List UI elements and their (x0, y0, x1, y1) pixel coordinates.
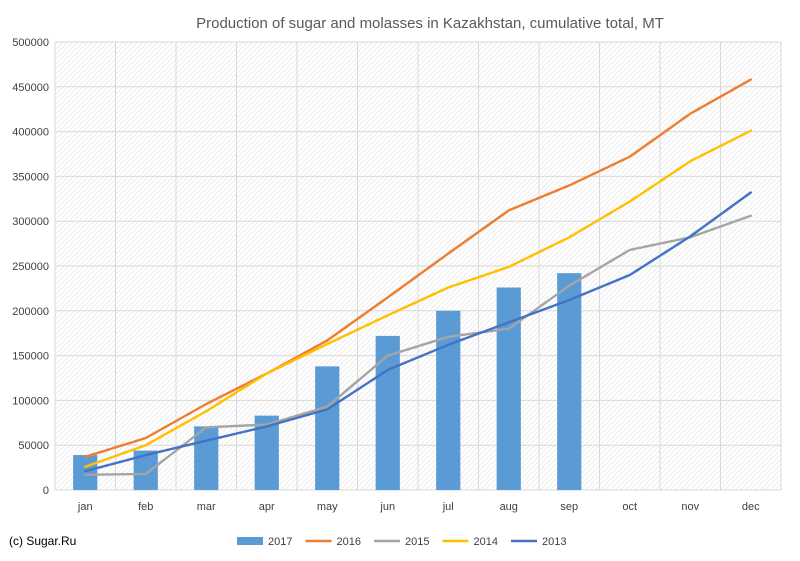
legend-label-2015: 2015 (405, 536, 429, 548)
y-tick-label: 50000 (18, 440, 49, 452)
x-tick-label: aug (500, 501, 518, 513)
y-tick-label: 300000 (12, 216, 49, 228)
line-series-2015 (84, 214, 752, 476)
x-tick-label: jul (442, 501, 454, 513)
y-tick-label: 400000 (12, 127, 49, 139)
line-series-2013 (84, 191, 752, 473)
line-series-2014 (84, 129, 752, 468)
x-tick-label: jun (379, 501, 395, 513)
y-tick-label: 100000 (12, 395, 49, 407)
legend-swatch-2017 (237, 537, 263, 545)
bar-2017 (315, 366, 340, 490)
x-tick-label: dec (742, 501, 760, 513)
y-tick-label: 350000 (12, 171, 49, 183)
bar-2017 (557, 273, 582, 490)
legend: 2017 2016 2015 2014 2013 (237, 536, 566, 548)
y-tick-label: 200000 (12, 306, 49, 318)
y-tick-label: 150000 (12, 351, 49, 363)
x-tick-label: jan (77, 501, 93, 513)
y-tick-label: 0 (43, 485, 49, 497)
y-tick-label: 500000 (12, 37, 49, 49)
x-tick-label: feb (138, 501, 153, 513)
legend-label-2014: 2014 (474, 536, 498, 548)
line-series-2016 (84, 78, 752, 458)
bar-2017 (496, 287, 521, 490)
bar-2017 (194, 426, 219, 490)
credit-text: (c) Sugar.Ru (9, 534, 77, 548)
x-tick-label: nov (681, 501, 699, 513)
x-tick-label: sep (560, 501, 578, 513)
x-tick-label: apr (259, 501, 275, 513)
chart-title: Production of sugar and molasses in Kaza… (196, 15, 664, 32)
x-tick-label: may (317, 501, 338, 513)
y-tick-label: 250000 (12, 261, 49, 273)
legend-label-2013: 2013 (542, 536, 566, 548)
legend-label-2017: 2017 (268, 536, 292, 548)
legend-label-2016: 2016 (337, 536, 361, 548)
bar-2017 (375, 335, 400, 490)
bar-2017 (73, 455, 98, 490)
x-tick-label: oct (622, 501, 637, 513)
y-tick-label: 450000 (12, 82, 49, 94)
x-tick-label: mar (197, 501, 216, 513)
